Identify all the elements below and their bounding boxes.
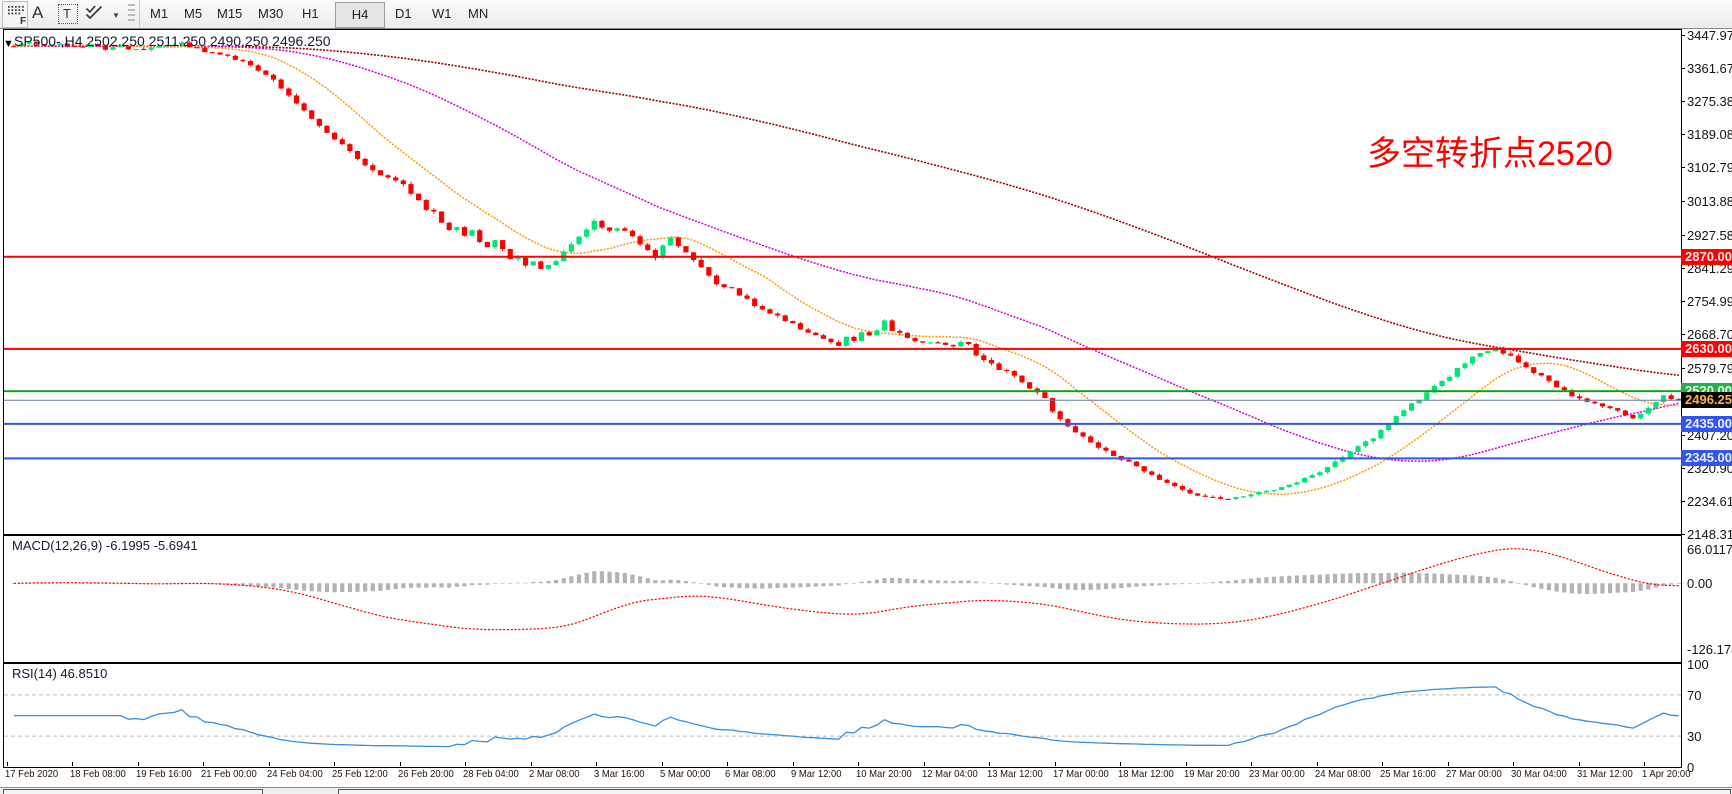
svg-text:MACD(12,26,9) -6.1995 -5.694: MACD(12,26,9) -6.1995 -5.6941	[12, 538, 198, 553]
svg-text:多空转折点2520: 多空转折点2520	[1367, 135, 1613, 173]
svg-text:▼: ▼	[3, 38, 14, 50]
svg-text:F: F	[20, 16, 26, 27]
svg-text:SP500-,H4 2502.250 2511.250 2: SP500-,H4 2502.250 2511.250 2490.250 249…	[14, 33, 331, 49]
svg-text:RSI(14) 46.8510: RSI(14) 46.8510	[12, 666, 107, 681]
